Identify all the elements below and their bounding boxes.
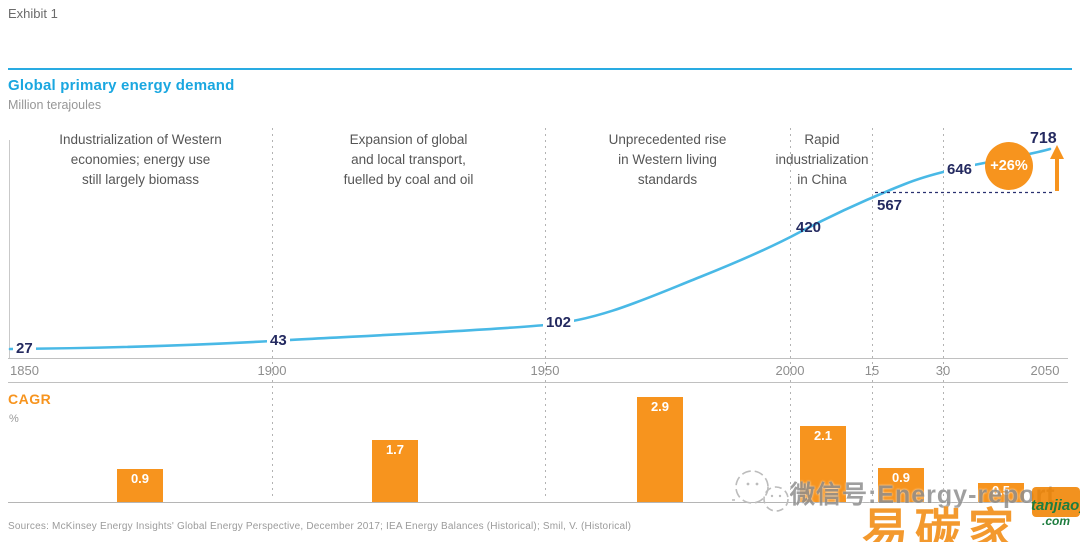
tanjiaoyi-logo-domain: .com [1042,514,1071,528]
header-divider [8,68,1072,70]
era-annotation-3: Unprecedented rise in Western living sta… [608,132,727,187]
wechat-icon [732,470,789,512]
growth-badge: +26% [985,142,1033,190]
era-annotation-1: Industrialization of Western economies; … [59,132,222,187]
x-tick-1850: 1850 [10,363,39,378]
exhibit-label: Exhibit 1 [8,6,58,21]
cagr-bar-label: 2.1 [813,428,833,443]
point-label-2000: 420 [796,219,822,236]
cagr-bar-2000-15: 2.1 [800,426,846,502]
cagr-bar-1900-1950: 1.7 [372,440,418,502]
point-label-2050: 718 [1030,130,1057,147]
tanjiaoyi-logo-cn: 易碳家 [862,504,1021,542]
growth-badge-label: +26% [990,158,1028,174]
chart-title: Global primary energy demand [8,77,235,94]
x-tick-2030: 30 [935,363,951,378]
wechat-watermark-text: 微信号:Energy-report [790,481,1056,509]
cagr-bar-30-2050: 0.5 [978,483,1024,502]
x-tick-1900: 1900 [257,363,287,378]
tanjiaoyi-logo-box [1032,487,1080,517]
growth-arrow [1050,145,1064,191]
cagr-bar-label: 0.9 [130,471,150,486]
era-annotation-4: Rapid industrialization in China [775,132,869,187]
cagr-bar-15-30: 0.9 [878,468,924,502]
point-label-1850: 27 [13,340,36,357]
x-tick-1950: 1950 [530,363,560,378]
cagr-bar-label: 0.5 [991,483,1011,498]
x-tick-2000: 2000 [775,363,805,378]
cagr-bar-1850-1900: 0.9 [117,469,163,502]
cagr-bar-label: 0.9 [891,470,911,485]
point-label-1900: 43 [267,332,290,349]
x-tick-2015: 15 [864,363,880,378]
cagr-unit: % [9,413,19,425]
cagr-bar-label: 1.7 [385,442,405,457]
chart-subtitle: Million terajoules [8,98,102,112]
point-label-2016: 567 [877,197,903,214]
era-annotation-2: Expansion of global and local transport,… [343,132,474,187]
sources-note: Sources: McKinsey Energy Insights' Globa… [8,521,632,532]
x-tick-2050: 2050 [1030,363,1060,378]
energy-demand-line [8,147,1052,351]
point-label-2030: 646 [944,161,976,178]
cagr-bar-1950-2000: 2.9 [637,397,683,502]
cagr-title: CAGR [8,391,52,407]
tanjiaoyi-logo-en: tanjiaoyi [1031,497,1080,514]
cagr-bar-label: 2.9 [650,399,670,414]
point-label-1950: 102 [543,314,575,331]
